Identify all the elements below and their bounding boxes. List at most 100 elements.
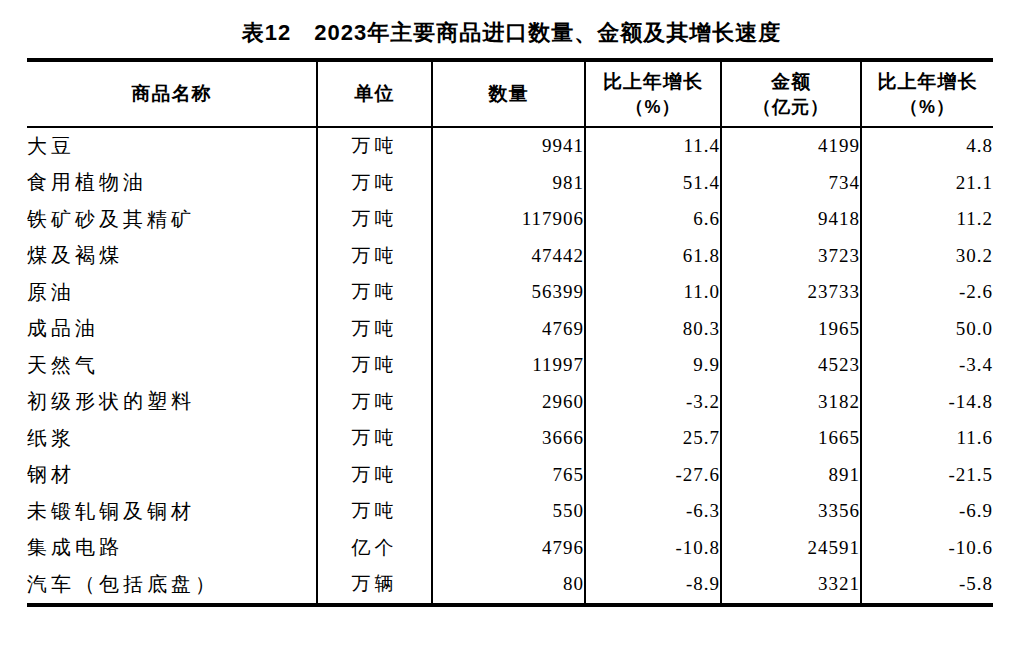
cell-commodity-name: 初级形状的塑料: [27, 384, 317, 421]
column-header-quantity-growth-label: 比上年增长: [603, 71, 703, 92]
cell-commodity-name: 煤及褐煤: [27, 238, 317, 275]
cell-amount-growth: 50.0: [861, 311, 993, 348]
table-row: 天然气 万吨 11997 9.9 4523 -3.4: [27, 347, 993, 384]
column-header-quantity-growth: 比上年增长 （%）: [585, 60, 721, 127]
table-row: 铁矿砂及其精矿 万吨 117906 6.6 9418 11.2: [27, 201, 993, 238]
cell-commodity-name: 铁矿砂及其精矿: [27, 201, 317, 238]
cell-amount: 24591: [721, 530, 861, 567]
table-row: 集成电路 亿个 4796 -10.8 24591 -10.6: [27, 530, 993, 567]
cell-commodity-name: 纸浆: [27, 420, 317, 457]
table-row: 未锻轧铜及铜材 万吨 550 -6.3 3356 -6.9: [27, 493, 993, 530]
table-row: 原油 万吨 56399 11.0 23733 -2.6: [27, 274, 993, 311]
cell-amount: 3356: [721, 493, 861, 530]
cell-amount: 4523: [721, 347, 861, 384]
cell-unit: 亿个: [317, 530, 432, 567]
cell-amount-growth: -21.5: [861, 457, 993, 494]
column-header-amount-unit: （亿元）: [722, 95, 860, 119]
cell-unit: 万吨: [317, 347, 432, 384]
cell-quantity: 56399: [432, 274, 585, 311]
cell-quantity-growth: 11.0: [585, 274, 721, 311]
table-row: 成品油 万吨 4769 80.3 1965 50.0: [27, 311, 993, 348]
cell-quantity-growth: -6.3: [585, 493, 721, 530]
cell-amount: 1965: [721, 311, 861, 348]
cell-amount: 3182: [721, 384, 861, 421]
cell-unit: 万吨: [317, 384, 432, 421]
cell-amount-growth: -10.6: [861, 530, 993, 567]
table-row: 纸浆 万吨 3666 25.7 1665 11.6: [27, 420, 993, 457]
column-header-amount-growth: 比上年增长 （%）: [861, 60, 993, 127]
cell-amount-growth: -14.8: [861, 384, 993, 421]
cell-amount-growth: 30.2: [861, 238, 993, 275]
cell-unit: 万吨: [317, 420, 432, 457]
cell-amount: 3723: [721, 238, 861, 275]
table-row: 食用植物油 万吨 981 51.4 734 21.1: [27, 165, 993, 202]
cell-quantity-growth: -10.8: [585, 530, 721, 567]
cell-amount-growth: 4.8: [861, 127, 993, 165]
cell-unit: 万吨: [317, 493, 432, 530]
cell-unit: 万吨: [317, 127, 432, 165]
cell-quantity-growth: -3.2: [585, 384, 721, 421]
cell-commodity-name: 汽车（包括底盘）: [27, 566, 317, 605]
table-row: 大豆 万吨 9941 11.4 4199 4.8: [27, 127, 993, 165]
cell-commodity-name: 未锻轧铜及铜材: [27, 493, 317, 530]
column-header-amount-label: 金额: [771, 71, 811, 92]
cell-amount: 1665: [721, 420, 861, 457]
cell-commodity-name: 原油: [27, 274, 317, 311]
column-header-quantity-label: 数量: [489, 83, 529, 104]
cell-amount-growth: 11.2: [861, 201, 993, 238]
cell-quantity: 981: [432, 165, 585, 202]
header-row: 商品名称 单位 数量 比上年增长 （%） 金额 （亿元） 比上年增长: [27, 60, 993, 127]
cell-unit: 万吨: [317, 457, 432, 494]
cell-quantity-growth: 11.4: [585, 127, 721, 165]
table-header: 商品名称 单位 数量 比上年增长 （%） 金额 （亿元） 比上年增长: [27, 60, 993, 127]
cell-quantity-growth: 6.6: [585, 201, 721, 238]
table-row: 汽车（包括底盘） 万辆 80 -8.9 3321 -5.8: [27, 566, 993, 605]
cell-quantity: 117906: [432, 201, 585, 238]
cell-amount-growth: 11.6: [861, 420, 993, 457]
cell-quantity-growth: 61.8: [585, 238, 721, 275]
cell-amount: 23733: [721, 274, 861, 311]
table-title: 表12 2023年主要商品进口数量、金额及其增长速度: [0, 0, 1023, 46]
cell-quantity: 9941: [432, 127, 585, 165]
cell-unit: 万吨: [317, 201, 432, 238]
cell-amount-growth: -5.8: [861, 566, 993, 605]
cell-commodity-name: 成品油: [27, 311, 317, 348]
cell-unit: 万吨: [317, 238, 432, 275]
cell-quantity-growth: 80.3: [585, 311, 721, 348]
cell-commodity-name: 天然气: [27, 347, 317, 384]
cell-quantity-growth: 25.7: [585, 420, 721, 457]
cell-amount-growth: -6.9: [861, 493, 993, 530]
cell-quantity: 765: [432, 457, 585, 494]
cell-quantity-growth: 51.4: [585, 165, 721, 202]
cell-amount: 734: [721, 165, 861, 202]
column-header-amount-growth-unit: （%）: [862, 95, 993, 119]
column-header-commodity-name: 商品名称: [27, 60, 317, 127]
column-header-unit-label: 单位: [355, 83, 395, 104]
imports-table: 商品名称 单位 数量 比上年增长 （%） 金额 （亿元） 比上年增长: [27, 58, 993, 607]
column-header-quantity-growth-unit: （%）: [586, 95, 720, 119]
cell-amount-growth: -2.6: [861, 274, 993, 311]
cell-quantity: 11997: [432, 347, 585, 384]
cell-unit: 万吨: [317, 311, 432, 348]
table-row: 初级形状的塑料 万吨 2960 -3.2 3182 -14.8: [27, 384, 993, 421]
table-body: 大豆 万吨 9941 11.4 4199 4.8 食用植物油 万吨 981 51…: [27, 127, 993, 605]
cell-commodity-name: 钢材: [27, 457, 317, 494]
cell-quantity: 3666: [432, 420, 585, 457]
cell-quantity: 4796: [432, 530, 585, 567]
column-header-quantity: 数量: [432, 60, 585, 127]
cell-amount: 9418: [721, 201, 861, 238]
cell-quantity: 2960: [432, 384, 585, 421]
cell-quantity: 80: [432, 566, 585, 605]
cell-unit: 万吨: [317, 274, 432, 311]
column-header-commodity-name-label: 商品名称: [132, 83, 212, 104]
cell-commodity-name: 集成电路: [27, 530, 317, 567]
table-row: 钢材 万吨 765 -27.6 891 -21.5: [27, 457, 993, 494]
cell-unit: 万辆: [317, 566, 432, 605]
cell-quantity-growth: 9.9: [585, 347, 721, 384]
cell-quantity: 550: [432, 493, 585, 530]
column-header-amount: 金额 （亿元）: [721, 60, 861, 127]
cell-quantity: 47442: [432, 238, 585, 275]
cell-amount-growth: 21.1: [861, 165, 993, 202]
cell-commodity-name: 大豆: [27, 127, 317, 165]
cell-amount: 891: [721, 457, 861, 494]
